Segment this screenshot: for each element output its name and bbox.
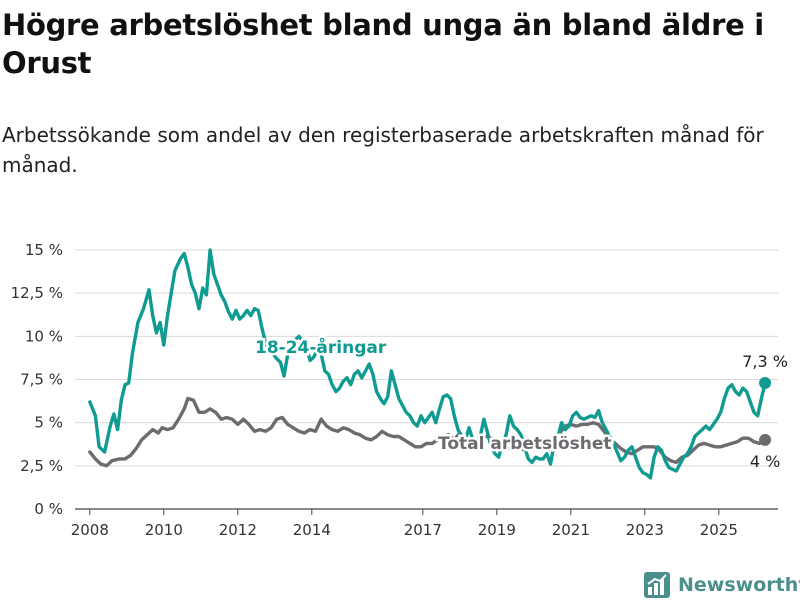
series-line-youth [88, 248, 767, 480]
x-tick-label: 2023 [626, 521, 664, 539]
y-tick-label: 2,5 % [20, 457, 63, 475]
end-label-total: 4 % [750, 452, 780, 471]
series-line-total [88, 396, 767, 468]
x-axis: 2008 2010 2012 2014 2017 2019 2021 2023 2025 [71, 509, 738, 539]
brand-name: Newsworthy [678, 574, 800, 596]
series-label-total: Total arbetslöshet [438, 434, 612, 454]
y-tick-label: 5 % [34, 414, 63, 432]
x-tick-label: 2017 [404, 521, 442, 539]
y-tick-label: 10 % [25, 327, 63, 345]
end-label-youth: 7,3 % [742, 352, 788, 371]
gridlines [75, 249, 778, 510]
y-tick-label: 0 % [34, 500, 63, 518]
x-tick-label: 2019 [478, 521, 516, 539]
y-tick-label: 7,5 % [20, 371, 63, 389]
x-tick-label: 2025 [700, 521, 738, 539]
series-label-youth: 18-24-åringar [255, 336, 387, 358]
y-tick-label: 15 % [25, 241, 63, 259]
x-tick-label: 2014 [293, 521, 331, 539]
newsworthy-logo-icon [644, 572, 670, 598]
series-lines [88, 248, 772, 480]
chart-subtitle: Arbetssökande som andel av den registerb… [2, 123, 764, 177]
chart-title: Högre arbetslöshet bland unga än bland ä… [2, 8, 764, 80]
x-tick-label: 2008 [71, 521, 109, 539]
series-endpoint-youth [759, 376, 772, 389]
x-tick-label: 2012 [219, 521, 257, 539]
y-axis: 0 % 2,5 % 5 % 7,5 % 10 % 12,5 % 15 % [11, 241, 63, 518]
y-tick-label: 12,5 % [11, 284, 63, 302]
x-tick-label: 2010 [145, 521, 183, 539]
x-tick-label: 2021 [552, 521, 590, 539]
series-labels: 18-24-åringar Total arbetslöshet 7,3 % 4 % [253, 334, 788, 471]
brand-logo[interactable]: Newsworthy [644, 570, 800, 600]
series-endpoint-total [759, 433, 772, 446]
